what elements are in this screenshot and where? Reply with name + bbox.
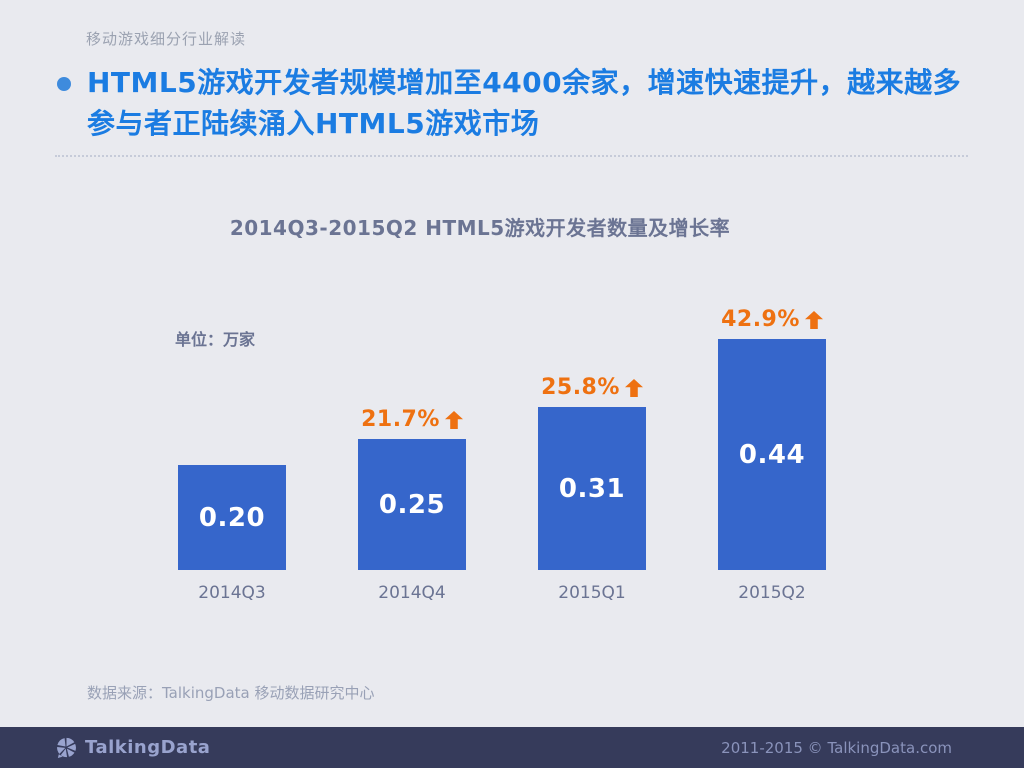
category-label: 2015Q2 [738, 583, 806, 603]
category-label: 2014Q3 [198, 583, 266, 603]
bar-value: 0.20 [198, 502, 266, 533]
bar-value: 0.44 [738, 439, 806, 470]
chart-column: 25.8% 0.31 [502, 300, 682, 570]
growth-label: 21.7% [361, 407, 463, 432]
up-arrow-icon [804, 310, 823, 329]
chart-column: 21.7% 0.25 [322, 300, 502, 570]
category-label: 2015Q1 [558, 583, 626, 603]
growth-label: 25.8% [541, 375, 643, 400]
unit-label: 单位：万家 [175, 330, 256, 349]
bar: 0.25 [358, 439, 466, 570]
bar-value: 0.31 [558, 473, 626, 504]
title-line-1: HTML5游戏开发者规模增加至4400余家，增速快速提升，越来越多 [87, 66, 962, 99]
footer-brand-text: TalkingData [85, 737, 211, 758]
up-arrow-icon [624, 378, 643, 397]
bar: 0.44 [718, 339, 826, 570]
source-note: 数据来源：TalkingData 移动数据研究中心 [87, 684, 375, 702]
bar-chart: 0.20 21.7% 0.25 25.8% 0.31 42.9% 0.44 [142, 300, 862, 570]
chart-column: 42.9% 0.44 [682, 300, 862, 570]
dotted-divider [55, 155, 968, 157]
footer-copyright: 2011-2015 © TalkingData.com [721, 738, 952, 757]
slide-title: HTML5游戏开发者规模增加至4400余家，增速快速提升，越来越多 参与者正陆续… [87, 62, 967, 144]
footer-bar: TalkingData 2011-2015 © TalkingData.com [0, 727, 1024, 768]
talkingdata-logo-icon [57, 737, 76, 759]
chart-title: 2014Q3-2015Q2 HTML5游戏开发者数量及增长率 [229, 216, 731, 240]
bar: 0.20 [178, 465, 286, 570]
growth-value: 21.7% [361, 407, 440, 432]
title-line-2: 参与者正陆续涌入HTML5游戏市场 [87, 107, 540, 140]
category-label: 2014Q4 [378, 583, 446, 603]
bar-chart-categories: 2014Q3 2014Q4 2015Q1 2015Q2 [142, 583, 862, 603]
footer-brand: TalkingData [55, 736, 210, 759]
bullet-icon [57, 77, 71, 91]
chart-column: 0.20 [142, 300, 322, 570]
up-arrow-icon [444, 410, 463, 429]
bar: 0.31 [538, 407, 646, 570]
bar-value: 0.25 [378, 489, 446, 520]
growth-value: 25.8% [541, 375, 620, 400]
eyebrow-text: 移动游戏细分行业解读 [86, 30, 247, 48]
growth-value: 42.9% [721, 307, 800, 332]
growth-label: 42.9% [721, 307, 823, 332]
